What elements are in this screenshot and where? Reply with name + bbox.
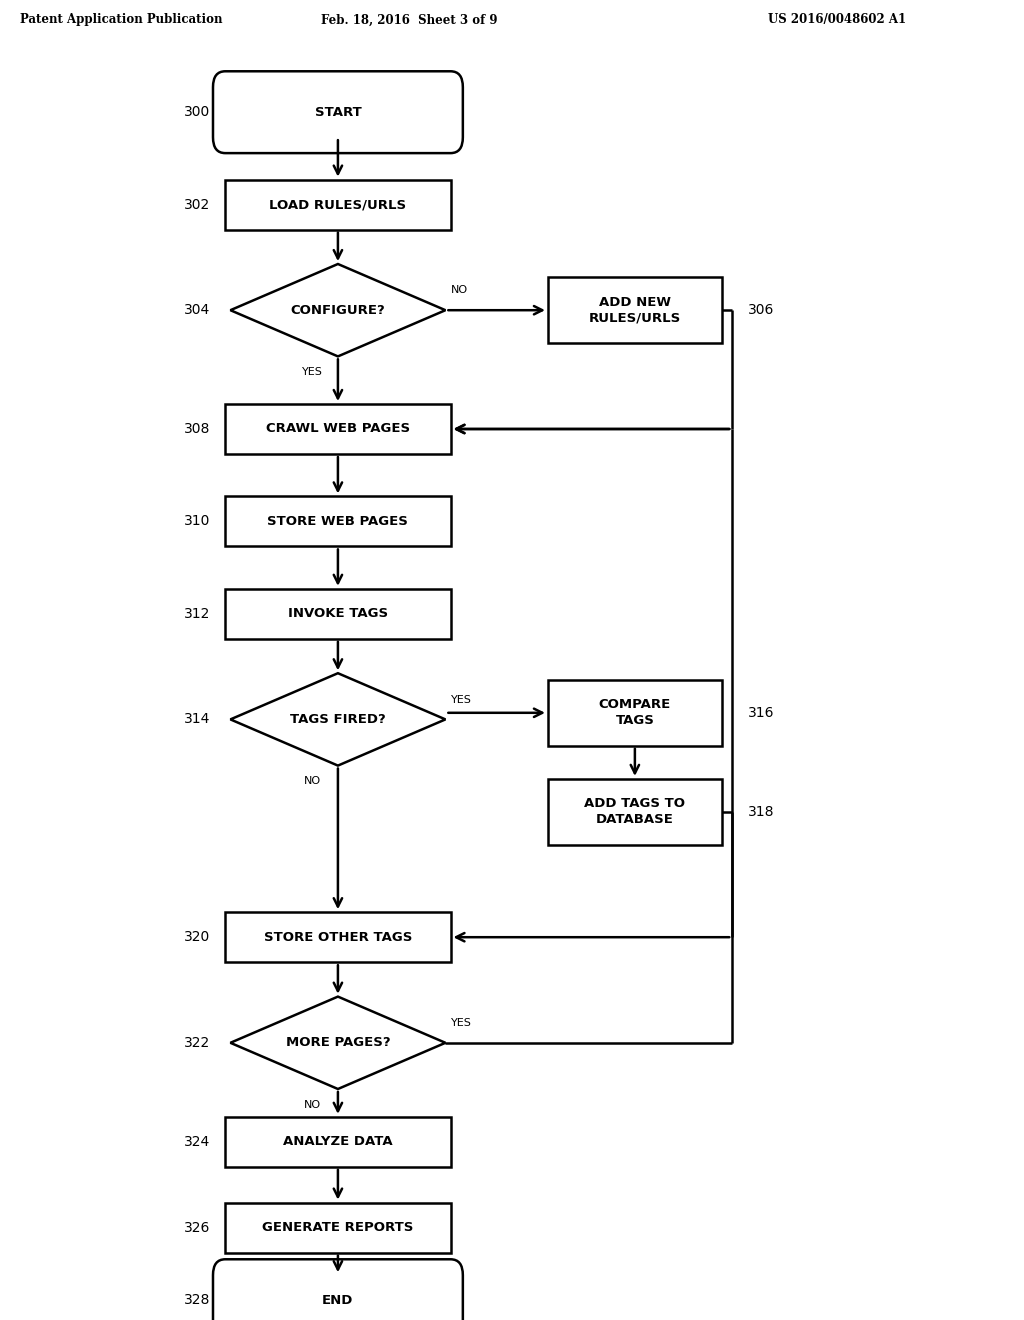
Text: TAGS FIRED?: TAGS FIRED? <box>290 713 386 726</box>
FancyBboxPatch shape <box>548 779 722 845</box>
Text: MORE PAGES?: MORE PAGES? <box>286 1036 390 1049</box>
FancyBboxPatch shape <box>548 680 722 746</box>
Text: COMPARE
TAGS: COMPARE TAGS <box>599 698 671 727</box>
Text: 314: 314 <box>183 713 210 726</box>
FancyBboxPatch shape <box>225 180 451 230</box>
Text: YES: YES <box>451 1018 471 1028</box>
Text: CONFIGURE?: CONFIGURE? <box>291 304 385 317</box>
FancyBboxPatch shape <box>225 496 451 546</box>
FancyBboxPatch shape <box>225 912 451 962</box>
Polygon shape <box>230 673 445 766</box>
FancyBboxPatch shape <box>225 589 451 639</box>
FancyBboxPatch shape <box>548 277 722 343</box>
Polygon shape <box>230 264 445 356</box>
Text: 324: 324 <box>183 1135 210 1148</box>
Text: 310: 310 <box>183 515 210 528</box>
Text: 308: 308 <box>183 422 210 436</box>
Text: 328: 328 <box>183 1294 210 1307</box>
Text: 316: 316 <box>748 706 774 719</box>
Text: 302: 302 <box>183 198 210 211</box>
Text: 304: 304 <box>183 304 210 317</box>
Text: 300: 300 <box>183 106 210 119</box>
Text: ADD TAGS TO
DATABASE: ADD TAGS TO DATABASE <box>585 797 685 826</box>
FancyBboxPatch shape <box>225 1203 451 1253</box>
Text: CRAWL WEB PAGES: CRAWL WEB PAGES <box>266 422 410 436</box>
Text: INVOKE TAGS: INVOKE TAGS <box>288 607 388 620</box>
Text: 326: 326 <box>183 1221 210 1234</box>
Text: Feb. 18, 2016  Sheet 3 of 9: Feb. 18, 2016 Sheet 3 of 9 <box>322 13 498 26</box>
FancyBboxPatch shape <box>213 71 463 153</box>
Text: 318: 318 <box>748 805 774 818</box>
Text: NO: NO <box>304 776 321 787</box>
Text: STORE OTHER TAGS: STORE OTHER TAGS <box>264 931 412 944</box>
Text: YES: YES <box>451 694 471 705</box>
Text: NO: NO <box>451 285 468 296</box>
Text: 306: 306 <box>748 304 774 317</box>
FancyBboxPatch shape <box>225 1117 451 1167</box>
Text: END: END <box>323 1294 353 1307</box>
Text: YES: YES <box>302 367 323 378</box>
Text: 320: 320 <box>183 931 210 944</box>
FancyBboxPatch shape <box>225 404 451 454</box>
Text: ADD NEW
RULES/URLS: ADD NEW RULES/URLS <box>589 296 681 325</box>
Text: NO: NO <box>304 1100 321 1110</box>
Text: 322: 322 <box>183 1036 210 1049</box>
Text: ANALYZE DATA: ANALYZE DATA <box>283 1135 393 1148</box>
Polygon shape <box>230 997 445 1089</box>
Text: Patent Application Publication: Patent Application Publication <box>20 13 223 26</box>
FancyBboxPatch shape <box>213 1259 463 1320</box>
Text: STORE WEB PAGES: STORE WEB PAGES <box>267 515 409 528</box>
Text: GENERATE REPORTS: GENERATE REPORTS <box>262 1221 414 1234</box>
Text: US 2016/0048602 A1: US 2016/0048602 A1 <box>768 13 906 26</box>
Text: START: START <box>314 106 361 119</box>
Text: LOAD RULES/URLS: LOAD RULES/URLS <box>269 198 407 211</box>
Text: 312: 312 <box>183 607 210 620</box>
